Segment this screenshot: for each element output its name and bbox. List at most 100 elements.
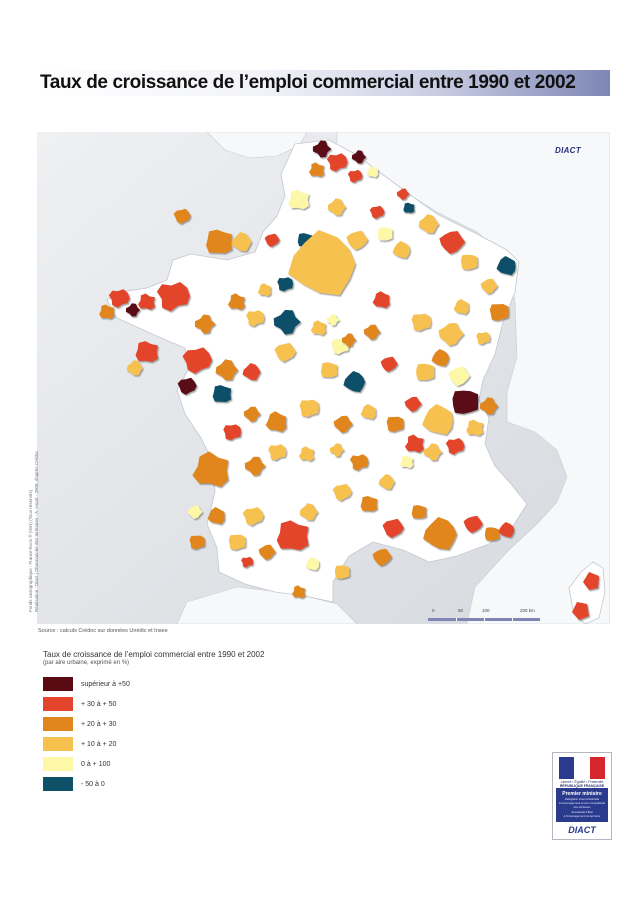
urban-area: [489, 304, 509, 321]
urban-area: [333, 415, 353, 433]
france-mainland: [106, 139, 528, 603]
urban-area: [378, 227, 393, 241]
urban-area: [583, 572, 599, 590]
urban-area: [404, 396, 422, 412]
urban-area: [366, 166, 378, 178]
scale-label: 0: [432, 608, 435, 613]
logo-republic: Liberté • Égalité • Fraternité RÉPUBLIQU…: [559, 780, 605, 788]
legend-subtitle: (par aire urbaine, exprimé en %): [43, 660, 130, 666]
urban-area: [423, 517, 457, 550]
urban-area: [380, 356, 398, 372]
government-logo: Liberté • Égalité • Fraternité RÉPUBLIQU…: [552, 752, 612, 840]
urban-area: [332, 483, 352, 501]
urban-area: [326, 314, 340, 326]
legend-swatch: [43, 757, 73, 771]
legend-label: - 50 à 0: [81, 780, 105, 788]
scale-label: 50: [458, 608, 464, 613]
urban-area: [498, 522, 515, 538]
urban-area: [372, 548, 392, 566]
urban-area: [223, 424, 242, 441]
map-canvas: [37, 131, 611, 625]
france-map: [37, 131, 611, 625]
urban-area: [244, 456, 266, 476]
urban-area: [231, 232, 252, 252]
urban-area: [187, 505, 203, 519]
urban-area: [416, 363, 435, 381]
urban-area: [299, 503, 318, 521]
urban-area: [445, 438, 465, 455]
legend-item: supérieur à +50: [43, 677, 130, 691]
urban-area: [189, 535, 205, 550]
urban-area: [360, 404, 376, 420]
urban-area: [135, 341, 158, 362]
urban-area: [466, 419, 484, 436]
legend-item: + 30 à + 50: [43, 697, 130, 711]
urban-area: [386, 416, 404, 432]
urban-area: [329, 443, 345, 457]
urban-area: [382, 518, 404, 538]
urban-area: [156, 282, 190, 312]
urban-area: [452, 390, 479, 414]
urban-area: [326, 153, 348, 172]
legend-item: + 20 à + 30: [43, 717, 130, 731]
urban-area: [288, 189, 309, 210]
diact-logo-small: DIACT: [555, 146, 581, 155]
urban-area: [399, 455, 414, 469]
urban-area: [411, 505, 427, 519]
urban-areas: [99, 140, 516, 599]
urban-area: [288, 230, 356, 296]
urban-area: [228, 534, 246, 550]
urban-area: [349, 454, 369, 471]
urban-area: [320, 362, 338, 378]
urban-area: [453, 299, 469, 315]
urban-area: [351, 150, 367, 164]
legend-title: Taux de croissance de l’emploi commercia…: [43, 650, 265, 659]
legend: supérieur à +50 + 30 à + 50 + 20 à + 30 …: [43, 677, 130, 797]
urban-area: [343, 371, 366, 393]
urban-area: [173, 208, 191, 224]
urban-area: [496, 256, 516, 276]
urban-area: [268, 444, 287, 461]
urban-area: [206, 229, 232, 254]
urban-area: [480, 278, 498, 294]
source-note: Source : calculs Crédoc sur données Unéd…: [38, 628, 168, 634]
urban-area: [363, 324, 381, 340]
urban-area: [108, 289, 130, 308]
urban-area: [274, 342, 296, 362]
urban-area: [347, 169, 363, 183]
urban-area: [258, 544, 276, 560]
urban-area: [484, 527, 500, 541]
logo-diact: DIACT: [568, 825, 596, 835]
legend-label: + 20 à + 30: [81, 720, 117, 728]
legend-label: + 10 à + 20: [81, 740, 117, 748]
urban-area: [99, 304, 115, 319]
map-title: Taux de croissance de l’emploi commercia…: [40, 72, 576, 93]
urban-area: [264, 233, 280, 247]
urban-area: [309, 162, 325, 177]
urban-area: [227, 293, 245, 310]
urban-area: [372, 291, 390, 309]
urban-area: [334, 565, 350, 579]
legend-swatch: [43, 777, 73, 791]
urban-area: [479, 397, 499, 415]
credit-line: Réalisation : Diact | Observatoire des t…: [34, 450, 39, 612]
urban-area: [448, 366, 470, 386]
urban-area: [411, 313, 431, 331]
legend-item: - 50 à 0: [43, 777, 130, 791]
scale-ruler: [428, 618, 540, 621]
urban-area: [277, 277, 294, 292]
legend-label: + 30 à + 50: [81, 700, 117, 708]
urban-area: [418, 214, 439, 234]
urban-area: [182, 347, 213, 374]
urban-area: [476, 332, 491, 345]
scale-label: 200 km: [520, 608, 535, 613]
urban-area: [177, 377, 197, 395]
french-flag-icon: [559, 757, 605, 779]
legend-label: 0 à + 100: [81, 760, 111, 768]
urban-area: [292, 585, 306, 599]
urban-area: [369, 205, 385, 219]
scale-label: 100: [482, 608, 490, 613]
urban-area: [265, 411, 287, 432]
urban-area: [243, 406, 261, 422]
urban-area: [298, 446, 314, 462]
